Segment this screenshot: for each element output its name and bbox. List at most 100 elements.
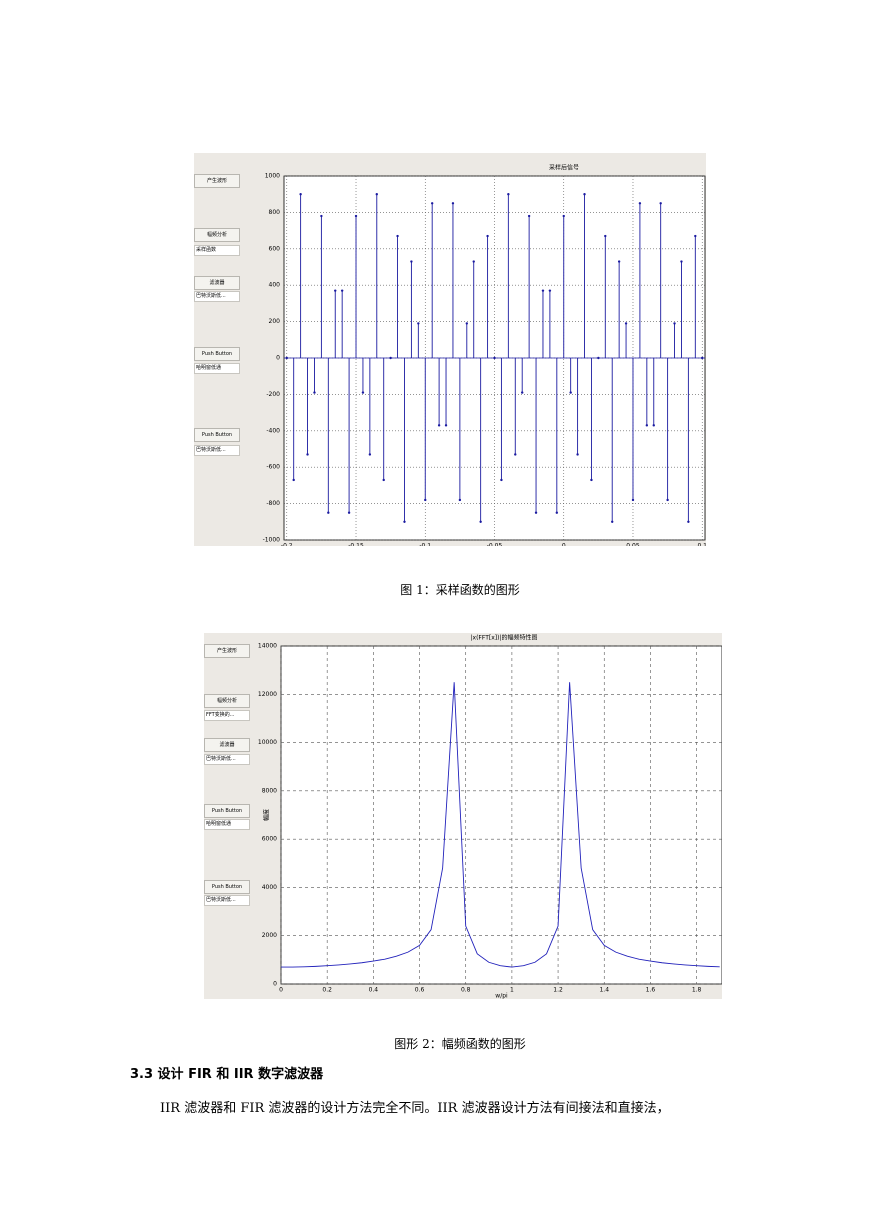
stem-marker	[375, 193, 378, 196]
popup[interactable]: FFT变换的...	[204, 710, 250, 721]
y-tick-label: -600	[266, 464, 280, 471]
stem-marker	[306, 453, 309, 456]
x-tick-label: -0.2	[281, 543, 293, 547]
stem-marker	[694, 234, 697, 238]
stem-marker	[576, 453, 579, 456]
button[interactable]: 幅频分析	[204, 694, 250, 708]
stem-marker	[687, 520, 690, 523]
stem-marker	[313, 391, 316, 394]
stem-marker	[666, 498, 669, 502]
x-tick-label: -0.15	[348, 543, 364, 547]
y-tick-label: 10000	[258, 739, 277, 746]
stem-marker	[354, 214, 358, 218]
stem-marker	[541, 289, 545, 292]
stem-marker	[437, 424, 441, 427]
stem-marker	[652, 424, 655, 427]
stem-marker	[590, 478, 593, 482]
y-tick-label: -400	[266, 427, 280, 434]
button[interactable]: Push Button	[204, 804, 250, 818]
x-axis-label: w/pi	[495, 993, 508, 1000]
stem-marker	[479, 520, 482, 523]
x-tick-label: 1.4	[599, 987, 609, 994]
stem-marker	[520, 391, 524, 394]
gui-figure: 0 2000 4000 6000 8000 10000 12000 14000 0 0.2 0.4 0…	[204, 633, 722, 999]
button[interactable]: 产生波形	[194, 174, 240, 188]
stem-marker	[645, 424, 649, 427]
y-tick-label: -800	[266, 500, 280, 507]
button[interactable]: Push Button	[204, 880, 250, 894]
stem-marker	[562, 214, 565, 218]
y-tick-label: 14000	[258, 643, 277, 650]
stem-marker	[569, 391, 572, 394]
stem-marker	[465, 322, 469, 325]
stem-marker	[292, 478, 295, 482]
chart-title: |x(FFT[x])|的幅频特性图	[471, 634, 538, 642]
popup[interactable]: 采样函数	[194, 245, 240, 256]
y-tick-label: 0	[273, 981, 277, 988]
x-tick-label: -0.05	[487, 543, 503, 547]
chart: 0 2000 4000 6000 8000 10000 12000 14000 0 0.2 0.4 0…	[258, 634, 722, 1000]
chart-title: 采样后信号	[549, 164, 579, 172]
stem-marker	[327, 511, 330, 514]
stem-marker	[507, 193, 510, 196]
gui-figure: -1000 -800 -600 -400 -200 0 200 400 600 800 1000 -0…	[194, 153, 706, 546]
button[interactable]: Push Button	[194, 428, 240, 442]
stem-marker	[340, 289, 344, 292]
stem-marker	[396, 234, 399, 238]
button[interactable]: Push Button	[194, 347, 240, 361]
x-tick-label: 1	[510, 987, 514, 994]
y-tick-label: 6000	[262, 836, 277, 843]
y-tick-label: 12000	[258, 691, 277, 698]
button[interactable]: 滤波器	[194, 276, 240, 290]
popup[interactable]: 巴特沃斯低...	[204, 895, 250, 906]
stem-marker	[514, 453, 517, 456]
y-axis-label: 幅度	[263, 809, 271, 821]
stem-marker	[548, 289, 552, 292]
x-tick-label: 1.2	[553, 987, 563, 994]
stem-marker	[410, 260, 413, 263]
stem-marker	[611, 520, 614, 523]
stem-marker	[458, 498, 462, 502]
x-tick-label: 1.8	[692, 987, 702, 994]
stem-marker	[382, 478, 385, 482]
y-tick-label: 800	[269, 209, 281, 216]
stem-marker	[444, 424, 448, 427]
popup[interactable]: 巴特沃斯低...	[204, 754, 250, 765]
button[interactable]: 滤波器	[204, 738, 250, 752]
caption: 图 1：采样函数的图形	[400, 583, 520, 597]
stem-marker	[534, 511, 538, 514]
x-tick-label: 0.05	[626, 543, 640, 547]
section-heading: 3.3 设计 FIR 和 IIR 数字滤波器	[130, 1067, 324, 1082]
stem-marker	[673, 322, 676, 325]
plot-area	[280, 645, 722, 985]
x-tick-label: 0	[279, 987, 283, 994]
stem-marker	[638, 202, 642, 205]
y-tick-label: 0	[276, 355, 280, 362]
line	[281, 682, 720, 968]
stem-marker	[500, 478, 503, 482]
stem-marker	[451, 202, 455, 205]
stem-marker	[659, 202, 662, 205]
stem-marker	[361, 391, 365, 394]
y-tick-label: -200	[266, 391, 280, 398]
popup[interactable]: 哈明窗低通	[194, 363, 240, 374]
y-tick-label: 2000	[262, 932, 277, 939]
stem-marker	[403, 520, 406, 523]
x-tick-label: 0.1	[697, 543, 706, 547]
y-tick-label: 400	[269, 282, 281, 289]
button[interactable]: 幅频分析	[194, 228, 240, 242]
popup[interactable]: 巴特沃斯低...	[194, 445, 240, 456]
popup[interactable]: 巴特沃斯低...	[194, 291, 240, 302]
stem-marker	[430, 202, 434, 205]
popup[interactable]: 哈明窗低通	[204, 819, 250, 830]
x-tick-label: 0	[562, 543, 566, 547]
stem-marker	[334, 289, 337, 292]
stem-marker	[472, 260, 475, 263]
stem-marker	[604, 234, 607, 238]
stem-marker	[583, 193, 586, 196]
stem-marker	[368, 453, 372, 456]
button[interactable]: 产生波形	[204, 644, 250, 658]
x-tick-label: 1.6	[646, 987, 656, 994]
stem-marker	[617, 260, 621, 263]
